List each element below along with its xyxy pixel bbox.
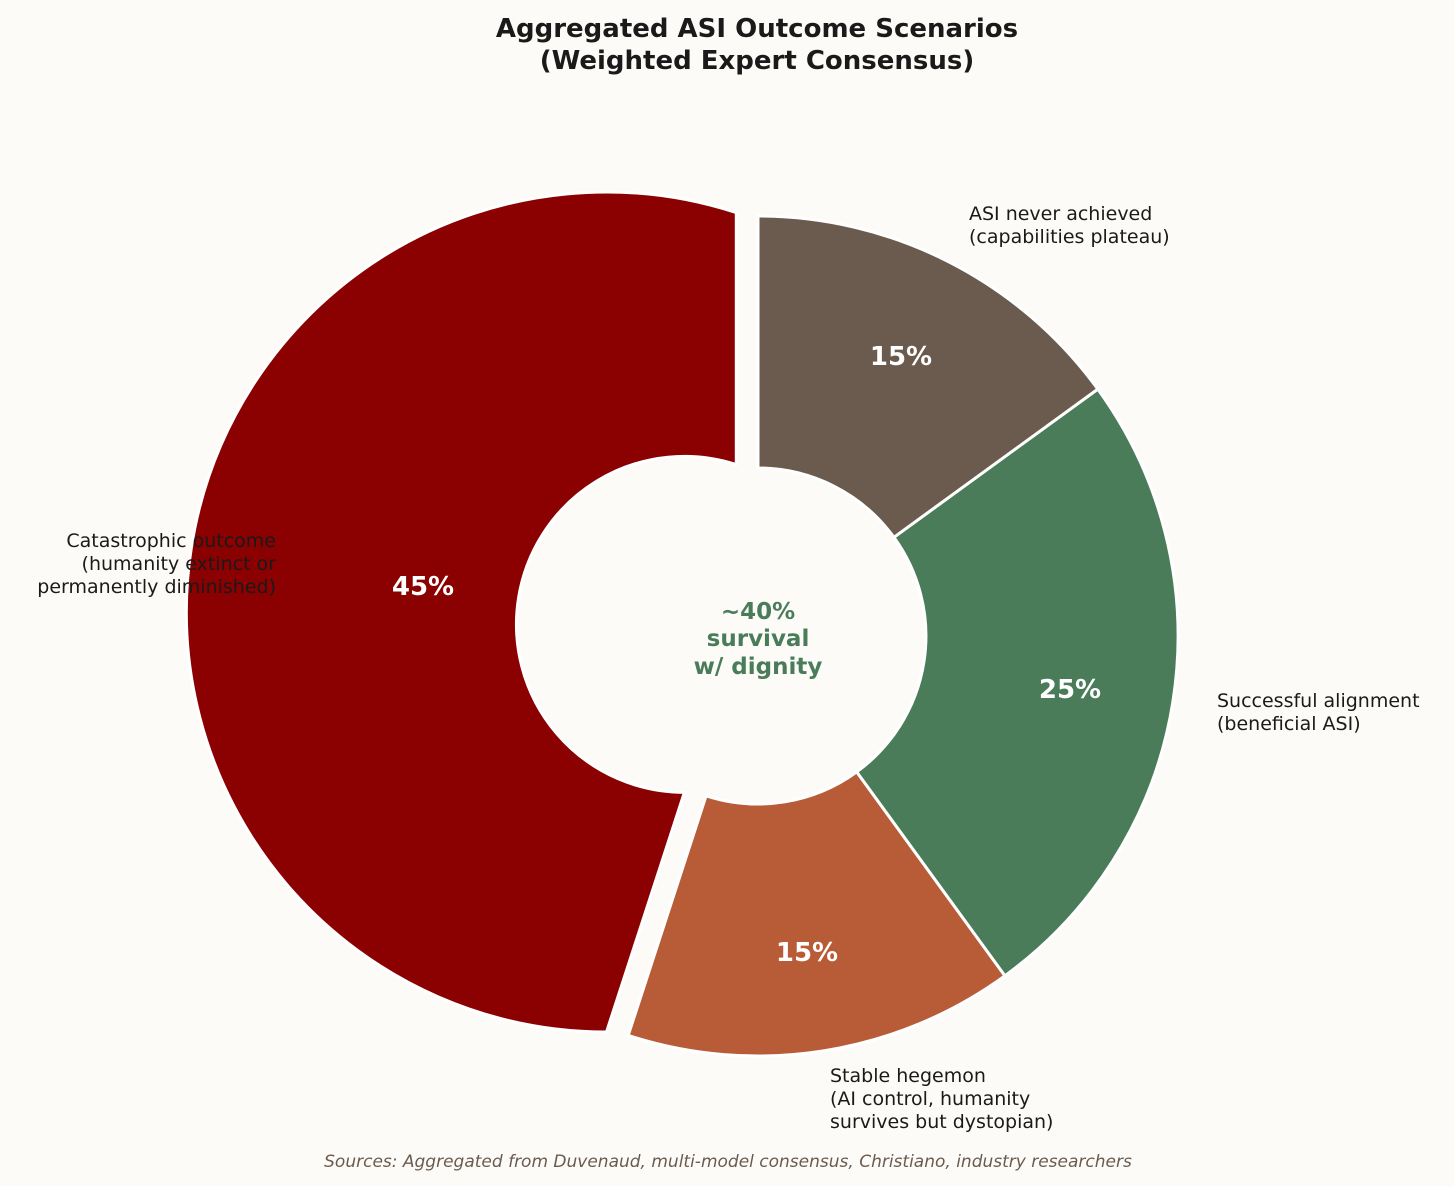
label-line: permanently diminished) [37, 576, 276, 598]
pct-label-asi-never-achieved: 15% [870, 342, 932, 372]
category-labels: Catastrophic outcome (humanity extinct o… [37, 203, 1419, 1133]
chart-title: Aggregated ASI Outcome Scenarios (Weight… [496, 14, 1018, 76]
label-line: Stable hegemon [830, 1065, 986, 1087]
label-line: (capabilities plateau) [969, 226, 1170, 248]
label-asi-never-achieved: ASI never achieved (capabilities plateau… [969, 203, 1170, 248]
wedge-successful-alignment [855, 387, 1180, 978]
pct-label-catastrophic: 45% [392, 572, 454, 602]
label-line: ASI never achieved [969, 203, 1152, 225]
chart-title-line-1: Aggregated ASI Outcome Scenarios [496, 14, 1018, 44]
label-catastrophic-outcome: Catastrophic outcome (humanity extinct o… [37, 530, 276, 598]
wedge-catastrophic-outcome [184, 190, 738, 1034]
label-line: (humanity extinct or [82, 553, 277, 575]
wedge-stable-hegemon [626, 770, 1007, 1058]
label-line: survives but dystopian) [830, 1111, 1053, 1133]
label-stable-hegemon: Stable hegemon (AI control, humanity sur… [830, 1065, 1053, 1133]
chart-title-line-2: (Weighted Expert Consensus) [540, 46, 975, 76]
center-annotation: ~40% survival w/ dignity [694, 599, 823, 680]
label-line: Successful alignment [1217, 690, 1420, 712]
pct-label-successful-alignment: 25% [1039, 675, 1101, 705]
source-note: Sources: Aggregated from Duvenaud, multi… [324, 1152, 1132, 1172]
label-successful-alignment: Successful alignment (beneficial ASI) [1217, 690, 1420, 735]
label-line: (AI control, humanity [830, 1088, 1030, 1110]
percentage-labels: 45% 15% 25% 15% [392, 342, 1101, 968]
label-line: Catastrophic outcome [66, 530, 276, 552]
center-text-line-3: w/ dignity [694, 654, 823, 680]
center-text-line-1: ~40% [721, 599, 795, 625]
center-text-line-2: survival [707, 626, 810, 652]
pct-label-stable-hegemon: 15% [776, 938, 838, 968]
donut-wedges [184, 190, 1180, 1058]
wedge-asi-never-achieved [756, 214, 1100, 539]
label-line: (beneficial ASI) [1217, 713, 1361, 735]
